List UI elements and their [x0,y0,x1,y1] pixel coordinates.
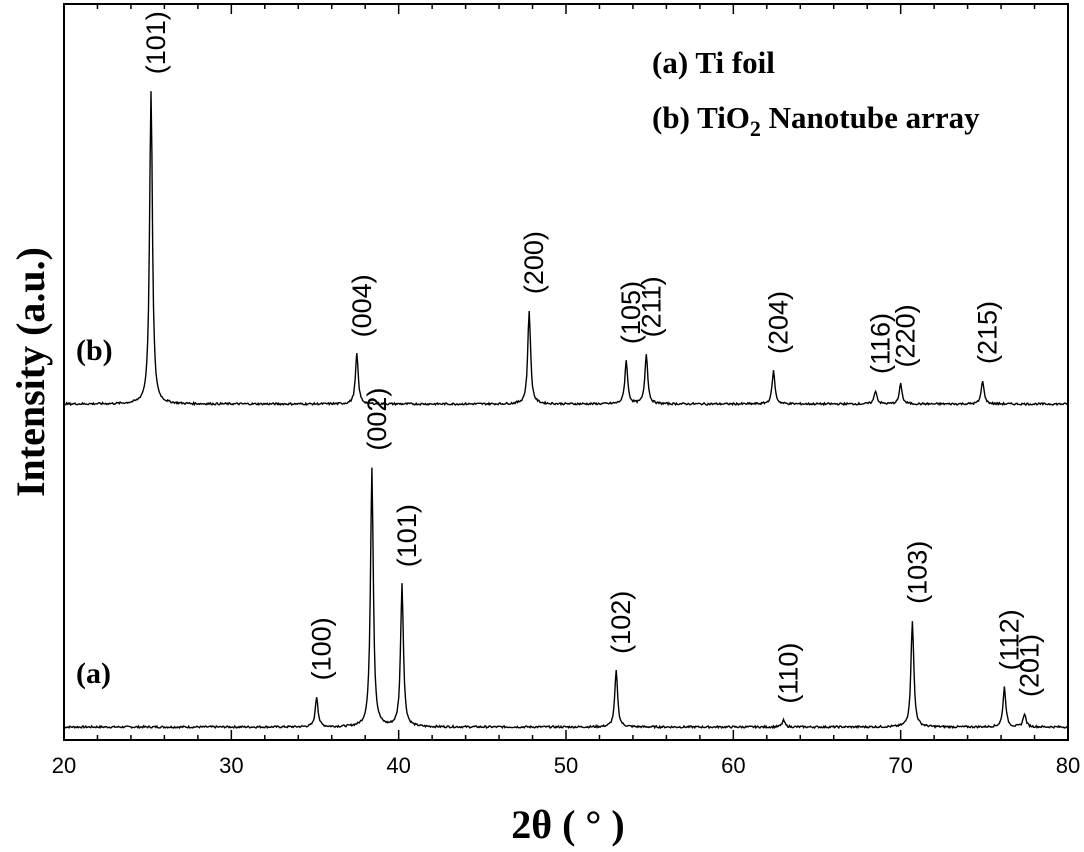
x-tick-label: 40 [386,753,410,778]
peak-label: (201) [1015,634,1045,697]
y-axis-title: Intensity (a.u.) [8,247,53,497]
peak-label: (105) [616,281,646,344]
x-tick-label: 70 [888,753,912,778]
peak-label: (102) [606,591,636,654]
curve-tag-a: (a) [76,657,111,690]
series-line-a [63,467,1069,730]
x-tick-label: 50 [554,753,578,778]
x-axis-title: 2θ ( ° ) [511,802,625,847]
x-tick-label: 20 [52,753,76,778]
peak-label: (220) [891,304,921,367]
peak-label: (112) [994,609,1024,670]
peak-label: (204) [764,291,794,354]
peak-label: (101) [141,11,171,74]
legend-entry-b-prefix: (b) TiO [652,100,750,135]
series-line-b [63,91,1069,407]
legend-entry-b-suffix: Nanotube array [761,100,980,135]
legend: (a) Ti foil (b) TiO2 Nanotube array [652,45,980,141]
peak-label: (004) [347,274,377,337]
peak-label: (101) [392,504,422,567]
peak-label: (110) [774,643,804,704]
peak-label: (103) [902,541,932,604]
x-tick-label: 80 [1056,753,1080,778]
legend-entry-b: (b) TiO2 Nanotube array [652,100,980,141]
peak-label: (100) [307,617,337,680]
legend-entry-a: (a) Ti foil [652,45,775,80]
peak-label: (200) [519,231,549,294]
peak-label: (002) [362,388,392,451]
x-tick-label: 30 [219,753,243,778]
peak-label: (215) [973,301,1003,364]
peak-label: (116) [866,313,896,374]
legend-entry-b-subscript: 2 [750,116,761,141]
peak-label: (211) [636,276,666,337]
x-tick-label: 60 [721,753,745,778]
plot-area: 20 30 40 50 60 70 80 (a) (100) (002) (101) (102) (11… [52,3,1080,778]
curve-tag-b: (b) [76,334,113,367]
